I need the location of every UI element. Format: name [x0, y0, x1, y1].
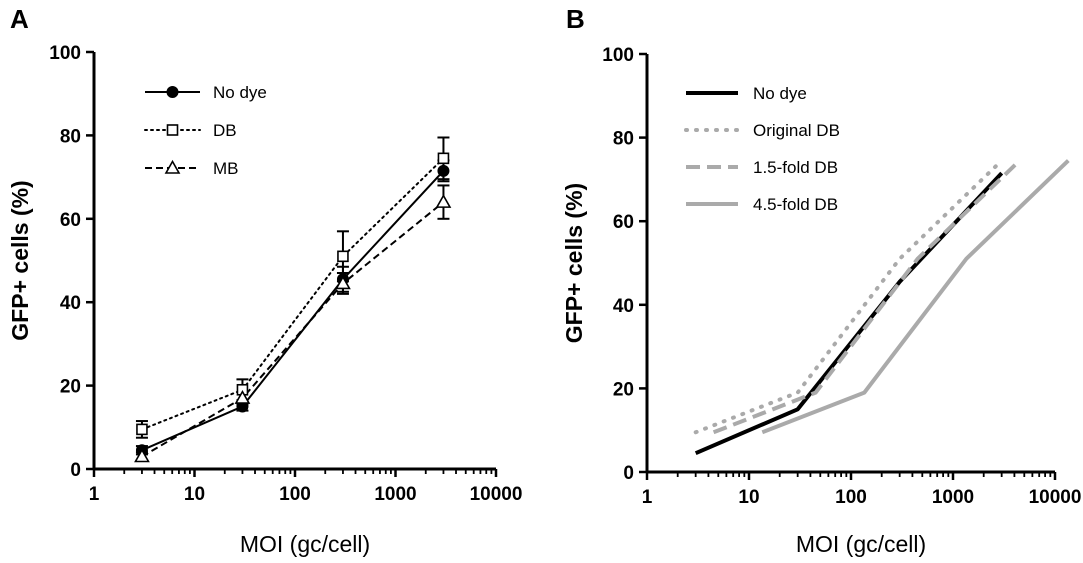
- y-tick-label: 20: [60, 377, 81, 398]
- legend-marker: [166, 124, 179, 136]
- y-tick-label: 40: [60, 293, 81, 314]
- legend-label: No dye: [753, 84, 807, 103]
- y-tick-label: 20: [613, 379, 634, 400]
- y-axis-title: GFP+ cells (%): [561, 183, 587, 343]
- series-line-original-db: [693, 158, 1004, 435]
- data-point: [435, 193, 452, 208]
- x-tick-label: 1: [89, 484, 100, 505]
- legend-marker: [166, 86, 179, 98]
- series-line-no-dye: [694, 171, 1004, 456]
- legend: No dye Original DB 1.5-fold DB 4.5-fold DB: [684, 84, 840, 214]
- x-tick-label: 100: [279, 484, 311, 505]
- series-line-4-5-fold-db: [761, 159, 1070, 435]
- data-point: [234, 389, 251, 404]
- x-tick-label: 10000: [1029, 487, 1082, 508]
- data-point: [437, 164, 450, 177]
- series-line-mb: [141, 201, 445, 458]
- y-axis-title: GFP+ cells (%): [7, 180, 33, 340]
- data-point: [335, 275, 351, 290]
- data-point: [136, 423, 148, 436]
- x-tick-label: 1000: [932, 487, 974, 508]
- x-axis-title: MOI (gc/cell): [796, 531, 926, 557]
- legend-label: 4.5-fold DB: [753, 195, 838, 214]
- series-line-db: [141, 157, 445, 431]
- series-line-no-dye: [141, 170, 445, 452]
- y-tick-label: 40: [613, 296, 634, 317]
- data-point: [437, 152, 450, 165]
- legend-label: MB: [213, 159, 239, 178]
- panel-label: B: [566, 4, 585, 34]
- legend: No dye DB MB: [144, 83, 267, 178]
- y-tick-label: 0: [623, 463, 634, 484]
- panel-b: B 0 20 40 60 80 100 1 10 100 1000 10000 MOI (gc/cell…: [561, 4, 1081, 557]
- x-tick-label: 100: [835, 487, 867, 508]
- y-tick-label: 100: [602, 45, 634, 66]
- panel-label: A: [10, 4, 29, 34]
- y-tick-label: 80: [613, 129, 634, 150]
- x-tick-label: 1000: [374, 484, 416, 505]
- y-tick-label: 60: [60, 210, 81, 231]
- panel-a: A 0 20 40 60 80 100 1 10 100 1000 10000 MOI (gc/cell…: [7, 4, 522, 557]
- x-tick-label: 10: [738, 487, 759, 508]
- legend-marker: [164, 159, 181, 174]
- y-tick-label: 0: [70, 460, 81, 481]
- x-tick-label: 10: [184, 484, 205, 505]
- x-tick-label: 10000: [470, 484, 523, 505]
- legend-label: DB: [213, 121, 237, 140]
- series-line-1-5-fold-db: [712, 159, 1021, 435]
- legend-label: 1.5-fold DB: [753, 158, 838, 177]
- x-axis-title: MOI (gc/cell): [240, 531, 370, 557]
- y-tick-label: 80: [60, 126, 81, 147]
- legend-label: No dye: [213, 83, 267, 102]
- legend-label: Original DB: [753, 121, 840, 140]
- x-tick-label: 1: [642, 487, 653, 508]
- y-tick-label: 60: [613, 212, 634, 233]
- y-tick-label: 100: [49, 43, 81, 64]
- data-point: [134, 448, 150, 463]
- data-point: [337, 250, 349, 263]
